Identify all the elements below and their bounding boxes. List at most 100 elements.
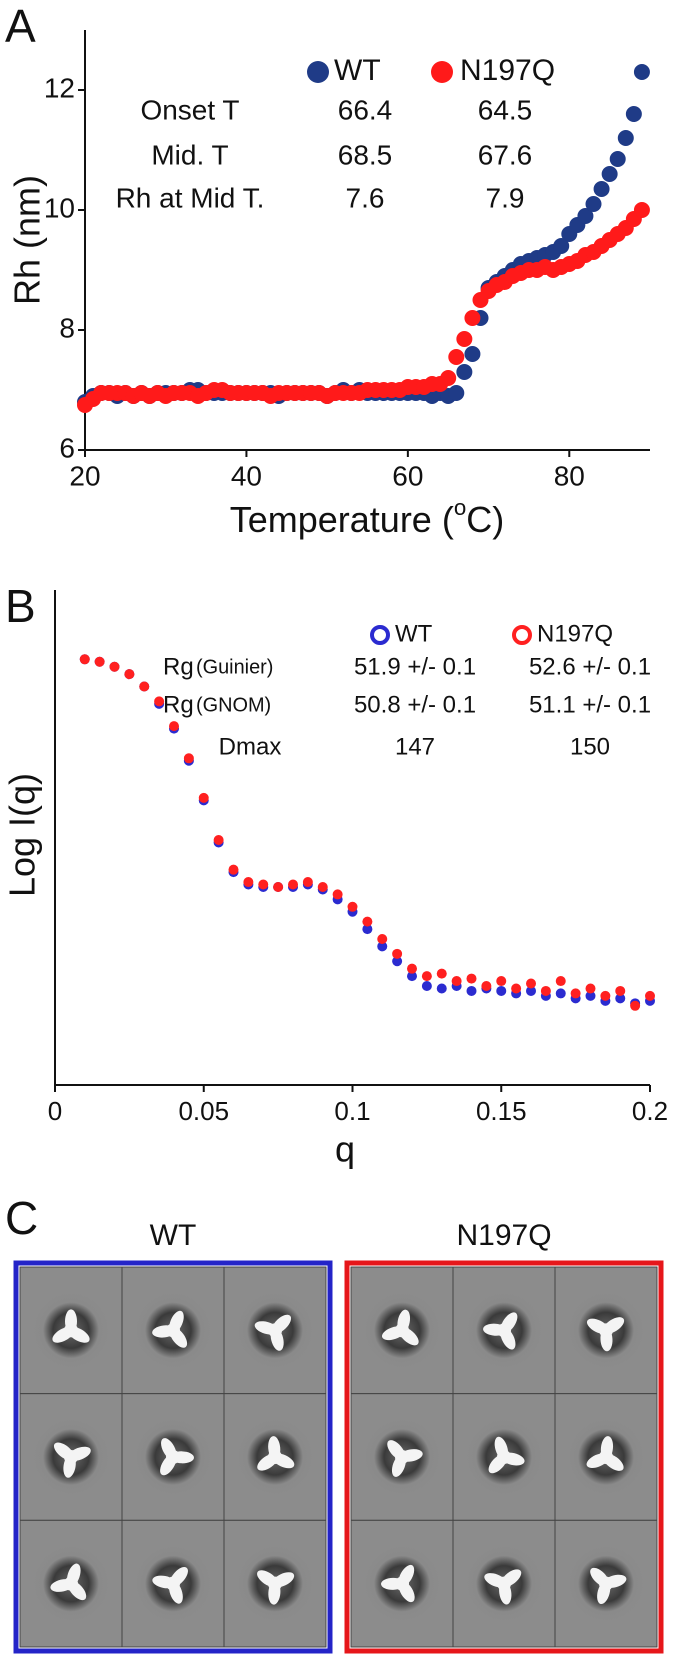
data-point — [593, 181, 610, 197]
particle-core — [599, 1450, 613, 1464]
data-point — [183, 753, 194, 764]
table-value: 7.6 — [346, 182, 385, 213]
y-tick-label: 8 — [59, 312, 75, 343]
data-point — [464, 310, 481, 326]
data-point — [464, 346, 481, 362]
x-tick-label: 20 — [69, 460, 100, 491]
data-point — [377, 933, 388, 944]
data-point — [392, 956, 403, 967]
data-point — [615, 985, 626, 996]
table-row-method: (GNOM) — [196, 694, 271, 716]
data-point — [585, 196, 602, 212]
data-point — [421, 971, 432, 982]
table-value: 51.1 +/- 0.1 — [529, 691, 651, 718]
data-point — [243, 877, 254, 888]
table-value: 7.9 — [486, 182, 525, 213]
panel-c: C WT N197Q — [5, 1192, 664, 1654]
legend-marker — [431, 61, 453, 83]
particle-core — [395, 1576, 409, 1591]
data-point — [169, 721, 179, 732]
data-point — [273, 882, 284, 892]
legend-marker — [307, 61, 329, 83]
data-point — [213, 834, 224, 845]
panel-label: A — [5, 0, 36, 52]
legend-marker — [370, 625, 390, 645]
particle-core — [166, 1450, 180, 1464]
data-point — [526, 985, 536, 996]
data-point — [585, 983, 596, 994]
data-point — [511, 983, 522, 994]
data-point — [362, 924, 373, 935]
x-axis-title: q — [335, 1129, 355, 1170]
data-point — [448, 385, 465, 401]
x-tick-label: 0.1 — [334, 1096, 370, 1126]
data-point — [456, 364, 473, 380]
table-value: 50.8 +/- 0.1 — [354, 691, 476, 718]
data-point — [540, 985, 551, 996]
y-tick-label: 6 — [59, 432, 75, 463]
data-point — [466, 985, 477, 996]
data-point — [633, 202, 650, 218]
table-row-label: Dmax — [219, 733, 282, 760]
data-point — [451, 976, 462, 987]
group-frame — [13, 1260, 333, 1654]
group-title: WT — [150, 1219, 197, 1252]
data-point — [124, 669, 135, 680]
x-tick-label: 0.15 — [476, 1096, 527, 1126]
y-tick-label: 10 — [44, 192, 75, 223]
table-row-label: Onset T — [140, 94, 239, 125]
data-point — [79, 654, 90, 665]
table-value: 52.6 +/- 0.1 — [529, 653, 651, 680]
data-point — [436, 968, 447, 979]
y-tick-label: 12 — [44, 72, 75, 103]
data-point — [456, 331, 473, 347]
data-point — [392, 948, 403, 959]
data-point — [332, 889, 343, 900]
data-point — [421, 981, 432, 991]
data-point — [630, 1000, 641, 1011]
data-point — [109, 661, 120, 672]
data-point — [601, 166, 618, 182]
table-value: 150 — [570, 733, 610, 760]
data-point — [633, 64, 650, 80]
table-value: 68.5 — [338, 139, 393, 170]
group-title: N197Q — [456, 1219, 551, 1252]
data-point — [585, 990, 596, 1001]
particle-core — [64, 1323, 78, 1338]
particle-core — [166, 1576, 180, 1591]
table-row-label: Rg — [163, 653, 194, 680]
data-point — [94, 656, 105, 667]
data-point — [555, 988, 566, 999]
x-tick-label: 60 — [392, 460, 423, 491]
x-axis-title: Temperature (oC) — [230, 495, 505, 539]
table-value: 64.5 — [478, 94, 533, 125]
data-point — [570, 988, 581, 999]
data-point — [577, 208, 594, 224]
data-point — [198, 792, 209, 803]
data-point — [609, 151, 626, 167]
table-value: 147 — [395, 733, 435, 760]
legend-label: N197Q — [537, 620, 613, 647]
particle-core — [268, 1576, 282, 1591]
particle-core — [166, 1323, 180, 1338]
panel-label: C — [5, 1192, 38, 1244]
particle-core — [64, 1576, 78, 1591]
data-point — [553, 238, 570, 254]
table-value: 67.6 — [478, 139, 533, 170]
table-value: 51.9 +/- 0.1 — [354, 653, 476, 680]
particle-core — [395, 1450, 409, 1464]
table-value: 66.4 — [338, 94, 393, 125]
data-point — [466, 973, 477, 984]
data-point — [228, 864, 239, 875]
table-row-label: Rh at Mid T. — [116, 182, 265, 213]
data-point — [302, 877, 313, 888]
particle-core — [395, 1323, 409, 1338]
particle-core — [268, 1450, 282, 1464]
data-point — [362, 916, 373, 927]
data-point — [526, 978, 536, 989]
data-point — [496, 976, 507, 987]
data-point — [288, 879, 298, 890]
data-point — [625, 106, 642, 122]
